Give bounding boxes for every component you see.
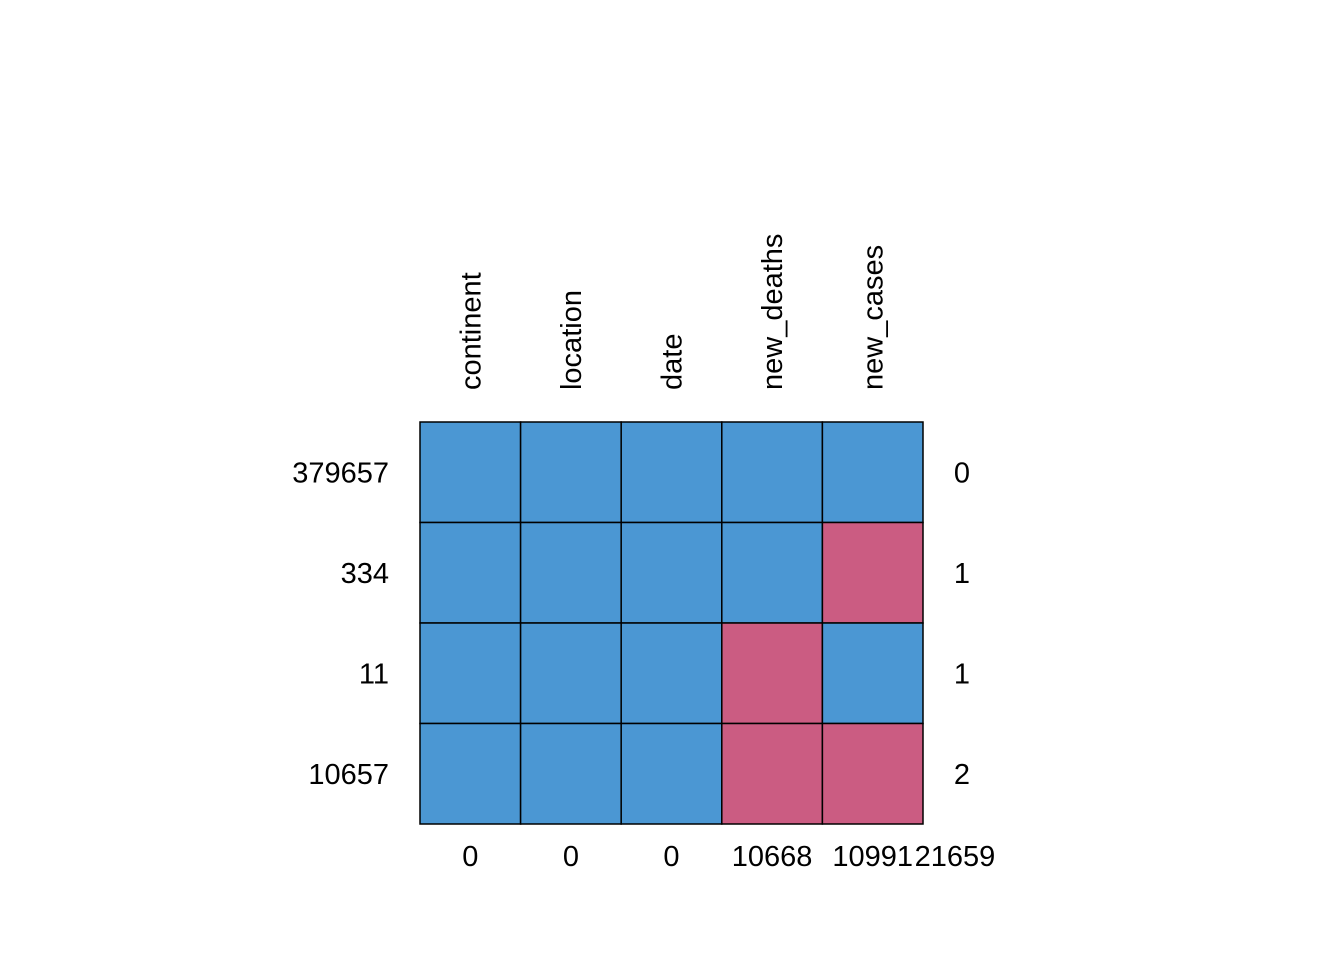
pattern-cell — [419, 622, 522, 725]
row-missing-label: 0 — [954, 457, 970, 489]
pattern-cell — [519, 521, 622, 624]
row-count-label: 11 — [359, 658, 389, 690]
pattern-cell — [519, 622, 622, 725]
column-label: location — [556, 290, 588, 390]
pattern-cell — [419, 722, 522, 825]
pattern-cell — [721, 521, 824, 624]
row-missing-label: 2 — [954, 759, 970, 791]
pattern-cell — [821, 722, 924, 825]
column-missing-label: 0 — [563, 841, 579, 873]
row-count-label: 334 — [341, 558, 389, 590]
pattern-cell — [620, 521, 723, 624]
column-label: date — [657, 334, 689, 390]
column-missing-label: 10668 — [732, 841, 813, 873]
pattern-cell — [419, 421, 522, 524]
pattern-cell — [721, 622, 824, 725]
pattern-cell — [519, 421, 622, 524]
total-missing-label: 21659 — [915, 841, 996, 873]
pattern-cell — [519, 722, 622, 825]
row-count-label: 10657 — [308, 759, 389, 791]
pattern-cell — [620, 421, 723, 524]
column-label: continent — [455, 272, 487, 390]
row-count-label: 379657 — [292, 457, 389, 489]
column-missing-label: 0 — [462, 841, 478, 873]
pattern-cell — [419, 521, 522, 624]
column-missing-label: 0 — [663, 841, 679, 873]
column-label: new_deaths — [757, 234, 789, 390]
row-missing-label: 1 — [954, 558, 970, 590]
column-label: new_cases — [858, 245, 890, 390]
pattern-cell — [620, 722, 723, 825]
row-missing-label: 1 — [954, 658, 970, 690]
pattern-cell — [821, 421, 924, 524]
pattern-cell — [721, 421, 824, 524]
pattern-cell — [721, 722, 824, 825]
pattern-cell — [620, 622, 723, 725]
pattern-cell — [821, 622, 924, 725]
pattern-cell — [821, 521, 924, 624]
column-missing-label: 10991 — [832, 841, 913, 873]
